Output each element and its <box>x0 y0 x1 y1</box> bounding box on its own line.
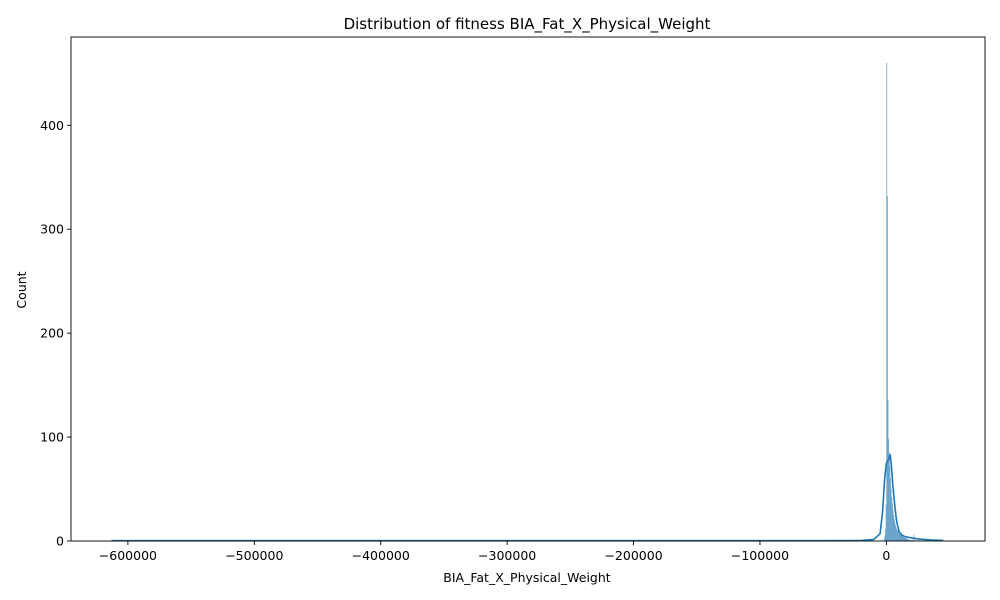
x-tick-label: −400000 <box>352 548 410 563</box>
histogram-bars <box>883 62 928 542</box>
y-tick-label: 400 <box>40 118 64 133</box>
x-tick-label: −600000 <box>99 548 157 563</box>
x-tick-label: −300000 <box>478 548 536 563</box>
x-tick-label: −200000 <box>604 548 662 563</box>
kde-curve <box>111 453 944 542</box>
x-tick-label: −500000 <box>225 548 283 563</box>
y-tick-label: 0 <box>56 534 64 549</box>
x-tick-label: −100000 <box>731 548 789 563</box>
x-tick-label: 0 <box>882 548 890 563</box>
plot-frame <box>70 36 986 542</box>
axes: −600000 −500000 −400000 −300000 −200000 −1000… <box>40 36 986 563</box>
y-tick-label: 100 <box>40 430 64 445</box>
y-tick-label: 200 <box>40 326 64 341</box>
x-axis-label: BIA_Fat_X_Physical_Weight <box>443 570 610 585</box>
chart-title: Distribution of fitness BIA_Fat_X_Physic… <box>344 15 711 34</box>
y-tick-label: 300 <box>40 222 64 237</box>
y-axis-label: Count <box>14 271 29 308</box>
